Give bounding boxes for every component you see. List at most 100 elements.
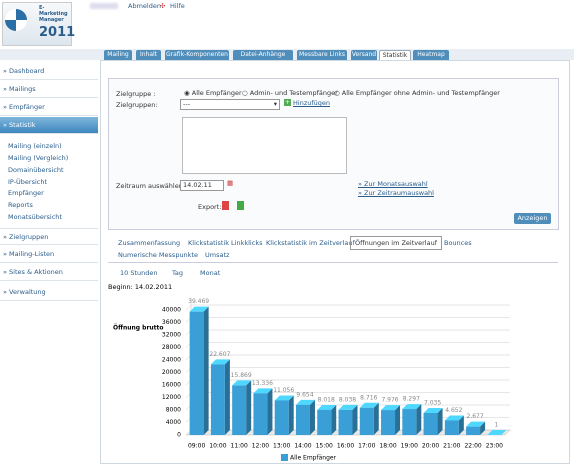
- subtab[interactable]: Bounces: [444, 239, 472, 247]
- legend-swatch: [281, 454, 288, 461]
- bar-top: [381, 405, 401, 411]
- bar-top: [232, 380, 252, 386]
- date-input[interactable]: 14.02.11: [180, 180, 224, 191]
- range-tab[interactable]: Tag: [172, 269, 184, 277]
- bar-top: [317, 404, 337, 410]
- grid-line: [185, 354, 510, 361]
- nav-sub-item[interactable]: Mailing (einzeln): [8, 142, 62, 150]
- x-tick-label: 13:00: [273, 443, 290, 450]
- nav-item[interactable]: » Mailings: [0, 81, 98, 98]
- xls-icon[interactable]: [237, 201, 244, 210]
- tab[interactable]: Messbare Links: [297, 50, 347, 60]
- range-tab[interactable]: 10 Stunden: [120, 269, 158, 277]
- select[interactable]: --- ▾: [180, 99, 280, 110]
- month-link[interactable]: » Zur Monatsauswahl: [358, 180, 428, 188]
- bar: [210, 364, 225, 435]
- nav-sub-item[interactable]: IP-Übersicht: [8, 178, 48, 186]
- bar-side: [224, 359, 230, 435]
- radio[interactable]: ○ Admin- und Testempfänger: [242, 89, 338, 97]
- nav-item[interactable]: » Dashboard: [0, 63, 98, 80]
- subtab[interactable]: Umsatz: [205, 251, 230, 259]
- nav-sub-item[interactable]: Mailing (Vergleich): [8, 154, 69, 162]
- submit-button[interactable]: Anzeigen: [514, 213, 551, 224]
- value-label: 9.654: [296, 391, 313, 398]
- nav-item[interactable]: » Empfänger: [0, 99, 98, 116]
- x-tick-label: 14:00: [294, 443, 311, 450]
- nav-item[interactable]: » Statistik: [0, 117, 98, 134]
- x-tick-label: 16:00: [337, 443, 354, 450]
- value-label: 13.336: [252, 380, 273, 387]
- bar: [317, 409, 332, 435]
- tab[interactable]: Mailing: [104, 50, 132, 60]
- add-link[interactable]: Hinzufügen: [293, 99, 330, 107]
- y-tick-label: 12000: [162, 394, 181, 401]
- bar-side: [437, 408, 443, 435]
- bar: [444, 420, 459, 435]
- bar-top: [444, 415, 464, 421]
- nav-sub-item[interactable]: Monatsübersicht: [8, 213, 62, 221]
- product: E-Marketing Manager: [39, 5, 68, 23]
- bar: [423, 413, 438, 435]
- value-label: 11.056: [273, 387, 294, 394]
- select-value: ---: [183, 100, 191, 108]
- tab[interactable]: Grafik-Komponenten: [165, 50, 229, 60]
- range-link[interactable]: » Zur Zeitraumauswahl: [358, 189, 434, 197]
- range-tab[interactable]: Monat: [200, 269, 221, 277]
- bar-top: [210, 359, 230, 365]
- nav-sub-item[interactable]: Empfänger: [8, 189, 44, 197]
- tab[interactable]: Versand: [351, 50, 377, 60]
- bar: [253, 393, 268, 435]
- bar-side: [416, 404, 422, 435]
- bar-top: [253, 388, 273, 394]
- nav-item[interactable]: » Mailing-Listen: [0, 246, 98, 263]
- year: 2011: [39, 25, 76, 40]
- radio[interactable]: ◉ Alle Empfänger: [184, 89, 242, 97]
- subtab[interactable]: Klickstatistik Linkklicks: [188, 239, 263, 247]
- tab[interactable]: Statistik: [379, 50, 411, 61]
- subtab[interactable]: Öffnungen im Zeitverlauf: [350, 236, 442, 250]
- bar-top: [359, 402, 379, 408]
- grid-line: [185, 342, 510, 348]
- subtab[interactable]: Zusammenfassung: [118, 239, 181, 247]
- x-tick-label: 19:00: [401, 443, 418, 450]
- radio-label: Alle Empfänger ohne Admin- und Testempfä…: [341, 89, 500, 97]
- bar-top: [423, 408, 443, 414]
- value-label: 8.716: [360, 394, 377, 401]
- pdf-icon[interactable]: [222, 201, 229, 210]
- bar-side: [288, 395, 294, 435]
- value-label: 7.035: [424, 400, 441, 407]
- y-tick-label: 28000: [162, 344, 181, 351]
- logout-link[interactable]: Abmelden: [128, 2, 161, 10]
- bar-top: [189, 306, 209, 312]
- x-tick-label: 17:00: [358, 443, 375, 450]
- bar: [466, 426, 481, 435]
- bar: [359, 407, 374, 435]
- textarea[interactable]: [182, 117, 347, 174]
- x-tick-label: 10:00: [209, 443, 226, 450]
- nav-sub-item[interactable]: Domainübersicht: [8, 166, 64, 174]
- value-label: 2.677: [467, 413, 484, 420]
- nav-item[interactable]: » Verwaltung: [0, 284, 98, 301]
- chart-title: Beginn: 14.02.2011: [108, 283, 172, 291]
- tab[interactable]: Heatmap: [413, 50, 449, 60]
- subtab[interactable]: Numerische Messpunkte: [118, 251, 198, 259]
- tab[interactable]: Inhalt: [136, 50, 161, 60]
- radio[interactable]: ○ Alle Empfänger ohne Admin- und Testemp…: [334, 89, 500, 97]
- bar: [232, 385, 247, 435]
- bar: [274, 400, 289, 435]
- grid-line: [185, 317, 510, 323]
- bar-side: [480, 421, 486, 435]
- value-label: 8.018: [318, 396, 335, 403]
- bar: [381, 410, 396, 435]
- nav-item[interactable]: » Zielgruppen: [0, 228, 98, 245]
- y-tick-label: 36000: [162, 319, 181, 326]
- nav-sub-item[interactable]: Reports: [8, 201, 33, 209]
- bar-side: [501, 429, 507, 435]
- y-tick-label: 16000: [162, 382, 181, 389]
- tab[interactable]: Datei-Anhänge: [233, 50, 293, 60]
- help-link[interactable]: Hilfe: [170, 2, 185, 10]
- subtab[interactable]: Klickstatistik im Zeitverlauf: [266, 239, 355, 247]
- x-tick-label: 21:00: [443, 443, 460, 450]
- nav-item[interactable]: » Sites & Aktionen: [0, 264, 98, 281]
